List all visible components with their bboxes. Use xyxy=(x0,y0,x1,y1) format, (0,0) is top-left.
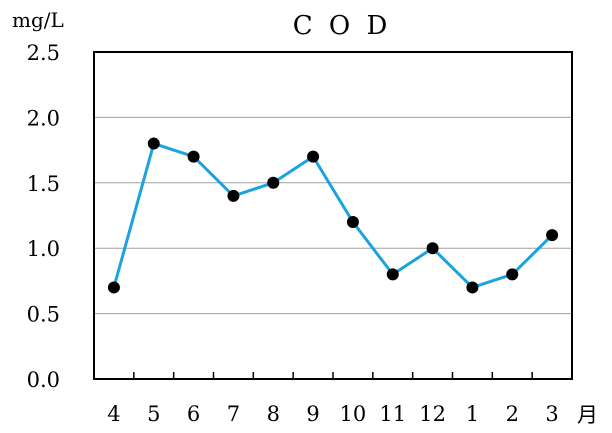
data-point xyxy=(307,150,320,163)
x-tick-label: 4 xyxy=(107,402,120,426)
data-point xyxy=(107,281,120,294)
x-tick-label: 6 xyxy=(187,402,200,426)
x-tick-label: 7 xyxy=(227,402,240,426)
x-tick-label: 5 xyxy=(147,402,160,426)
y-tick-label: 2.5 xyxy=(27,41,60,65)
data-point xyxy=(346,216,359,229)
x-tick-label: 1 xyxy=(466,402,479,426)
y-tick-label: 1.5 xyxy=(27,172,60,196)
data-point xyxy=(187,150,200,163)
chart-title: C O D xyxy=(293,11,392,41)
x-axis-unit-label: 月 xyxy=(577,403,598,427)
x-tick-label: 12 xyxy=(419,402,446,426)
data-point xyxy=(546,229,559,242)
x-tick-label: 10 xyxy=(340,402,367,426)
plot-area-frame xyxy=(93,51,573,380)
y-tick-label: 1.0 xyxy=(27,237,60,261)
data-point xyxy=(147,137,160,150)
series-line-0 xyxy=(112,142,554,289)
data-point xyxy=(426,242,439,255)
x-tick-label: 11 xyxy=(379,402,406,426)
x-tick-label: 3 xyxy=(545,402,558,426)
gridlines xyxy=(94,116,572,315)
series-cod xyxy=(107,137,559,294)
data-point xyxy=(267,176,280,189)
x-tick-label: 2 xyxy=(506,402,519,426)
x-tick-label: 9 xyxy=(306,402,319,426)
x-tick-label: 8 xyxy=(267,402,280,426)
data-point xyxy=(506,268,519,281)
x-axis-ticks xyxy=(133,372,533,379)
data-point xyxy=(227,189,240,202)
y-tick-label: 0.0 xyxy=(27,368,60,392)
y-tick-label: 2.0 xyxy=(27,106,60,130)
data-point xyxy=(466,281,479,294)
y-axis-unit-label: mg/L xyxy=(12,8,64,32)
x-axis-tick-labels: 4 5 6 7 8 9 10 11 12 1 2 3 xyxy=(107,402,559,426)
y-tick-label: 0.5 xyxy=(27,303,60,327)
data-point xyxy=(386,268,399,281)
y-axis-tick-labels: 0.0 0.5 1.0 1.5 2.0 2.5 xyxy=(27,41,60,392)
